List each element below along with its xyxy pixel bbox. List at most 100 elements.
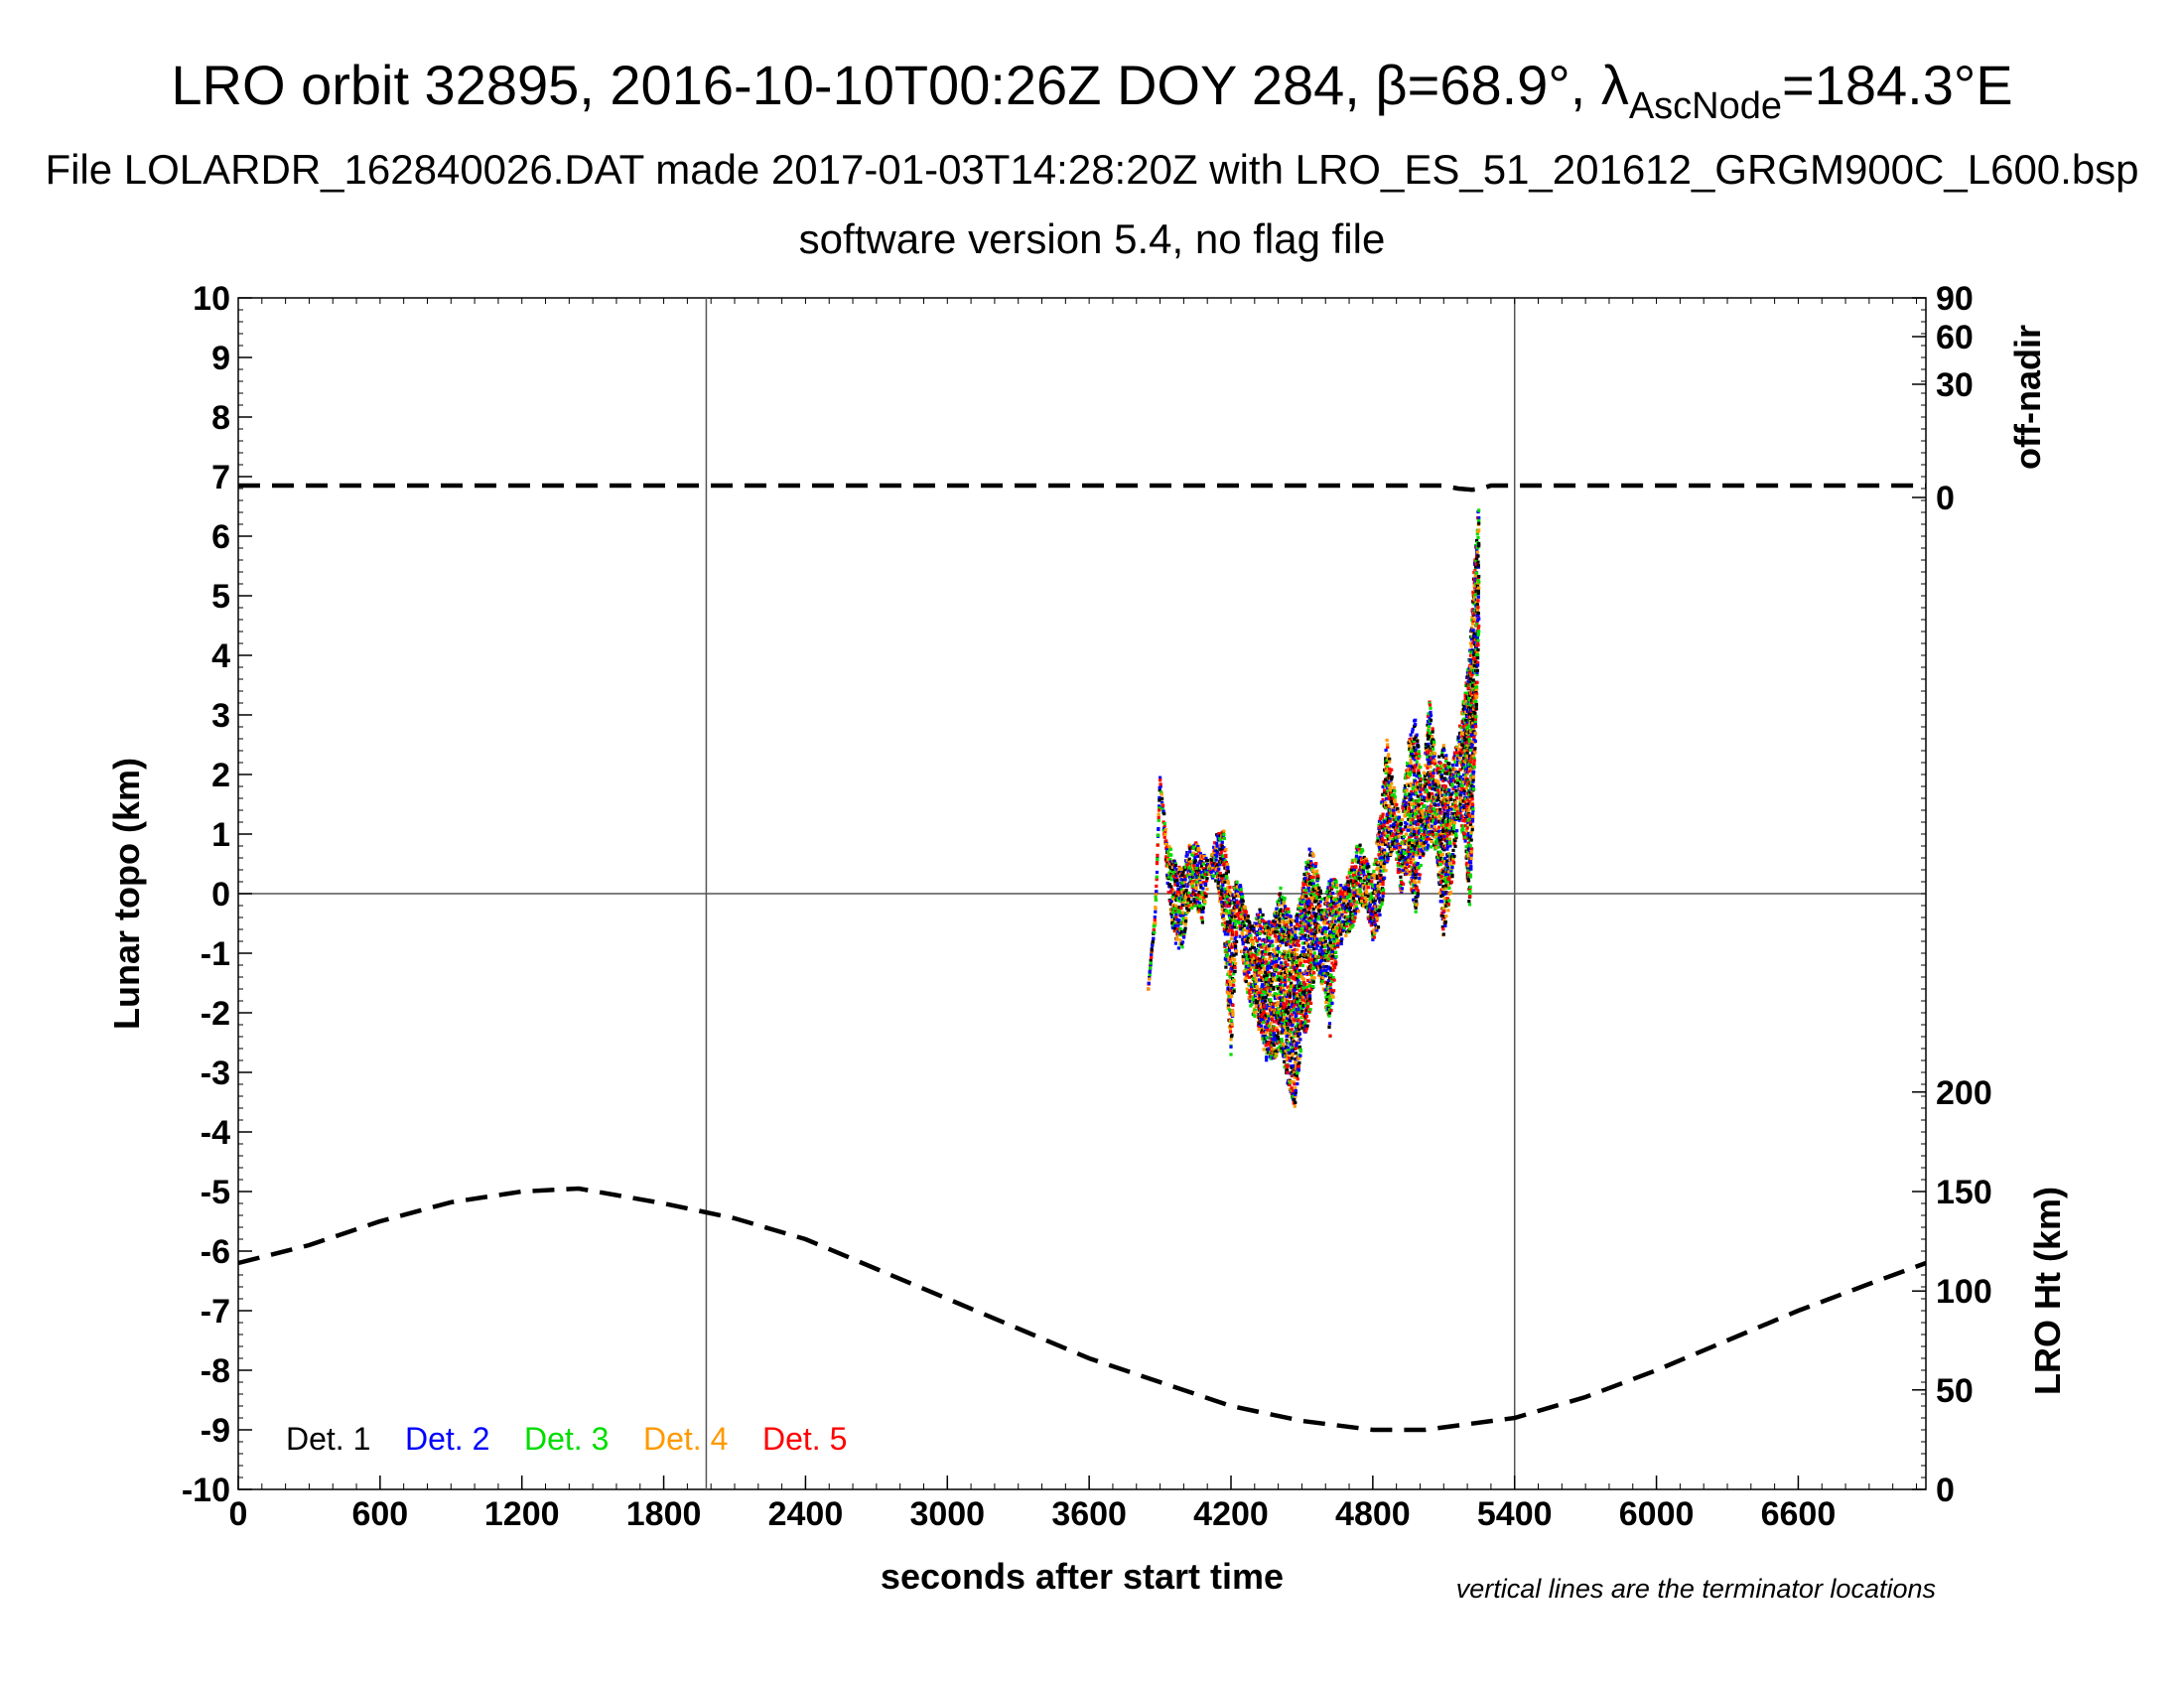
topo-point	[1303, 928, 1307, 932]
topo-point	[1369, 912, 1373, 915]
topo-point	[1227, 948, 1232, 952]
topo-point	[1221, 914, 1225, 917]
topo-point	[1273, 1027, 1277, 1031]
topo-point	[1262, 937, 1266, 941]
topo-point	[1268, 1041, 1272, 1045]
topo-point	[1300, 919, 1304, 923]
topo-point	[1217, 891, 1221, 895]
topo-point	[1278, 892, 1283, 896]
topo-point	[1309, 876, 1313, 880]
topo-point	[1303, 903, 1307, 907]
topo-point	[1164, 858, 1168, 862]
topo-point	[1359, 890, 1363, 894]
topo-point	[1316, 888, 1320, 892]
topo-point	[1287, 1005, 1291, 1010]
topo-point	[1302, 900, 1306, 904]
topo-point	[1355, 908, 1359, 912]
topo-point	[1281, 918, 1285, 922]
topo-point	[1297, 1068, 1300, 1072]
topo-point	[1372, 910, 1376, 914]
topo-point	[1296, 948, 1299, 952]
topo-point	[1281, 998, 1285, 1002]
y-tick-label: 10	[193, 280, 230, 318]
topo-point	[1335, 884, 1339, 888]
topo-point	[1147, 981, 1151, 985]
topo-point	[1298, 963, 1302, 967]
topo-point	[1373, 902, 1377, 906]
topo-point	[1381, 898, 1385, 902]
topo-point	[1268, 957, 1272, 961]
topo-point	[1291, 1049, 1295, 1053]
topo-point	[1177, 867, 1182, 871]
topo-point	[1284, 997, 1288, 1001]
topo-point	[1264, 977, 1268, 981]
topo-point	[1251, 983, 1255, 987]
topo-point	[1291, 1022, 1295, 1026]
topo-point	[1269, 1050, 1273, 1054]
topo-point	[1154, 892, 1159, 896]
topo-point	[1386, 828, 1390, 832]
topo-point	[1256, 960, 1260, 964]
topo-point	[1172, 871, 1176, 875]
topo-point	[1386, 855, 1390, 859]
topo-point	[1279, 1044, 1283, 1048]
topo-point	[1306, 863, 1310, 867]
topo-point	[1349, 868, 1353, 872]
topo-point	[1149, 958, 1153, 962]
topo-point	[1294, 1086, 1297, 1090]
topo-point	[1272, 1033, 1276, 1037]
topo-point	[1379, 874, 1383, 878]
topo-point	[1292, 937, 1296, 941]
topo-point	[1276, 1029, 1280, 1033]
topo-point	[1348, 906, 1352, 910]
topo-point	[1229, 1019, 1234, 1023]
topo-point	[1227, 970, 1231, 974]
topo-point	[1298, 1054, 1302, 1057]
topo-point	[1297, 1060, 1301, 1064]
topo-point	[1297, 955, 1301, 959]
topo-point	[1205, 877, 1209, 881]
topo-point	[1368, 919, 1372, 923]
topo-point	[1320, 936, 1324, 941]
topo-point	[1320, 911, 1324, 914]
topo-point	[1267, 1015, 1271, 1019]
topo-point	[1180, 940, 1185, 944]
topo-point	[1286, 1026, 1290, 1030]
topo-point	[1289, 972, 1293, 976]
topo-point	[1252, 927, 1256, 931]
topo-point	[1278, 1040, 1283, 1044]
topo-point	[1173, 941, 1177, 945]
topo-point	[1355, 900, 1359, 904]
topo-point	[1167, 875, 1171, 879]
topo-point	[1166, 858, 1170, 862]
topo-point	[1300, 900, 1304, 904]
topo-point	[1334, 960, 1338, 964]
topo-point	[1357, 872, 1361, 876]
topo-point	[1282, 1042, 1286, 1046]
topo-point	[1265, 1055, 1269, 1059]
topo-point	[1233, 963, 1237, 967]
topo-point	[1345, 876, 1349, 880]
topo-point	[1155, 860, 1160, 865]
topo-point	[1328, 1034, 1332, 1038]
topo-point	[1169, 878, 1173, 882]
topo-point	[1231, 1003, 1235, 1007]
topo-point	[1222, 846, 1226, 850]
topo-point	[1215, 842, 1219, 846]
topo-point	[1306, 897, 1310, 901]
topo-point	[1341, 886, 1345, 890]
topo-point	[1283, 1025, 1287, 1029]
topo-point	[1271, 1017, 1275, 1021]
topo-point	[1283, 1013, 1287, 1017]
topo-point	[1293, 1070, 1297, 1074]
topo-point	[1261, 962, 1265, 966]
topo-point	[1319, 917, 1323, 921]
topo-point	[1388, 836, 1392, 840]
topo-point	[1277, 971, 1281, 975]
topo-point	[1209, 870, 1213, 875]
topo-point	[1330, 1001, 1334, 1005]
topo-point	[1165, 848, 1169, 852]
topo-point	[1341, 910, 1345, 914]
topo-point	[1324, 954, 1328, 958]
topo-point	[1278, 903, 1282, 907]
